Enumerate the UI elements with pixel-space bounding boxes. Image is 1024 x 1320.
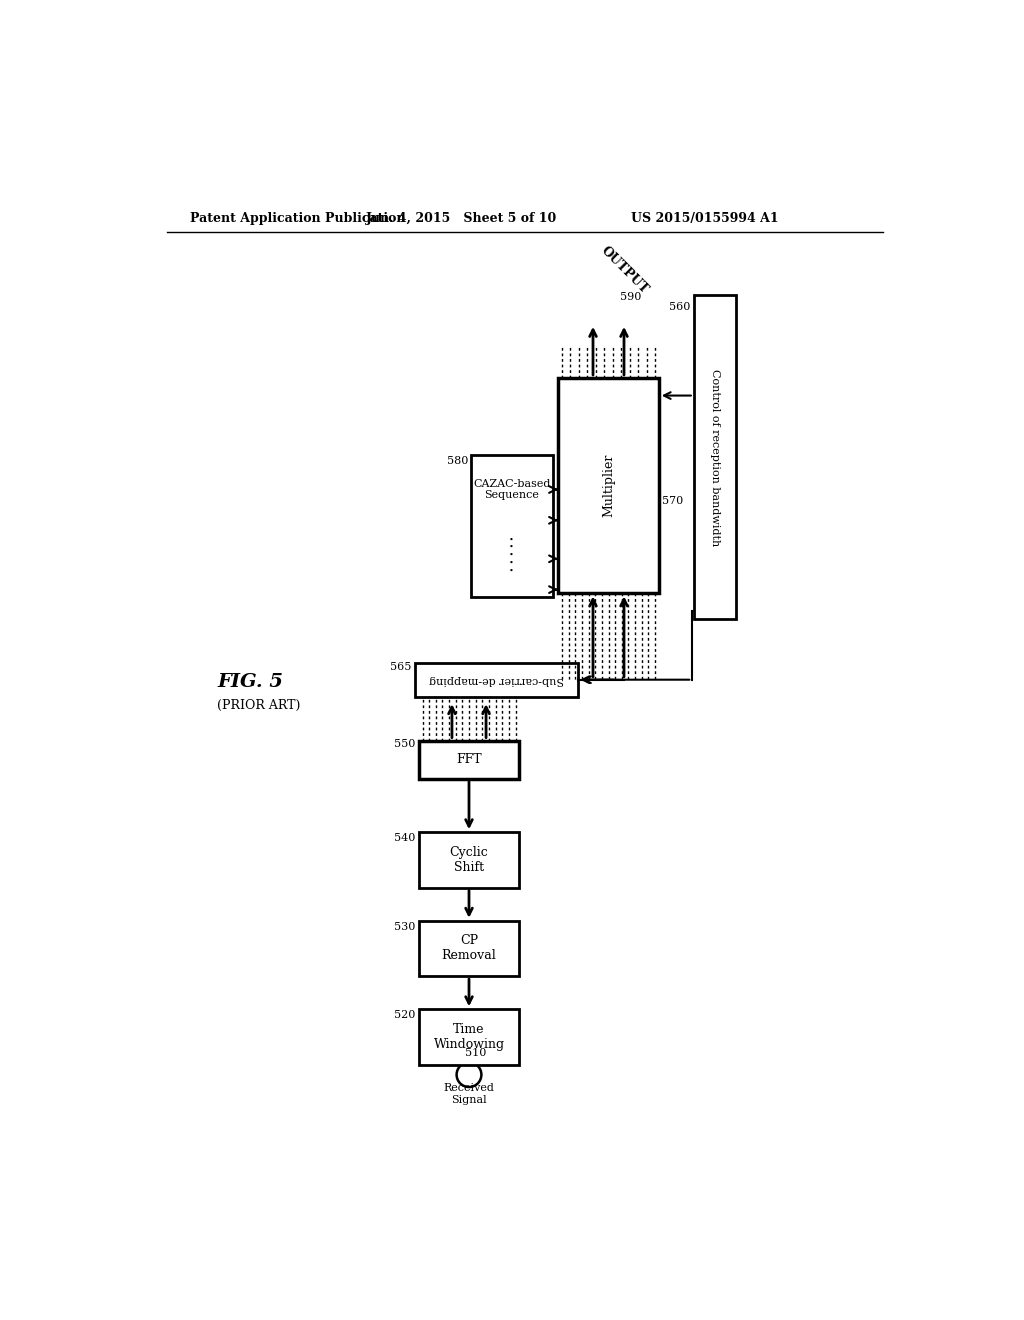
Text: •: • <box>509 558 514 566</box>
Text: 550: 550 <box>394 739 416 750</box>
Text: Jun. 4, 2015   Sheet 5 of 10: Jun. 4, 2015 Sheet 5 of 10 <box>366 213 557 224</box>
Text: 560: 560 <box>670 302 690 312</box>
Text: Control of reception bandwidth: Control of reception bandwidth <box>710 368 720 545</box>
Text: (PRIOR ART): (PRIOR ART) <box>217 698 300 711</box>
Text: •: • <box>509 544 514 552</box>
Text: CP
Removal: CP Removal <box>441 935 497 962</box>
Bar <box>419 832 519 887</box>
Text: 520: 520 <box>394 1010 416 1020</box>
Bar <box>419 741 519 779</box>
Bar <box>693 296 736 619</box>
Bar <box>419 1010 519 1065</box>
Text: 540: 540 <box>394 833 416 843</box>
Text: 590: 590 <box>621 292 641 302</box>
Bar <box>415 663 578 697</box>
Text: 530: 530 <box>394 921 416 932</box>
Text: FIG. 5: FIG. 5 <box>217 673 283 690</box>
Bar <box>419 921 519 977</box>
Text: 570: 570 <box>662 496 683 506</box>
Text: 580: 580 <box>446 455 468 466</box>
Text: Multiplier: Multiplier <box>602 454 615 517</box>
Text: Time
Windowing: Time Windowing <box>433 1023 505 1051</box>
Text: 510: 510 <box>465 1048 486 1059</box>
Bar <box>471 455 553 598</box>
Bar <box>558 378 658 594</box>
Text: US 2015/0155994 A1: US 2015/0155994 A1 <box>632 213 779 224</box>
Text: OUTPUT: OUTPUT <box>598 244 650 296</box>
Text: Sub-carrier de-mapping: Sub-carrier de-mapping <box>429 675 563 685</box>
Text: •: • <box>509 550 514 558</box>
Text: FFT: FFT <box>456 754 482 767</box>
Text: 565: 565 <box>390 661 412 672</box>
Text: Received
Signal: Received Signal <box>443 1084 495 1105</box>
Text: •: • <box>509 566 514 574</box>
Text: CAZAC-based
Sequence: CAZAC-based Sequence <box>473 479 550 500</box>
Text: Cyclic
Shift: Cyclic Shift <box>450 846 488 874</box>
Text: •: • <box>509 536 514 544</box>
Text: Patent Application Publication: Patent Application Publication <box>190 213 406 224</box>
